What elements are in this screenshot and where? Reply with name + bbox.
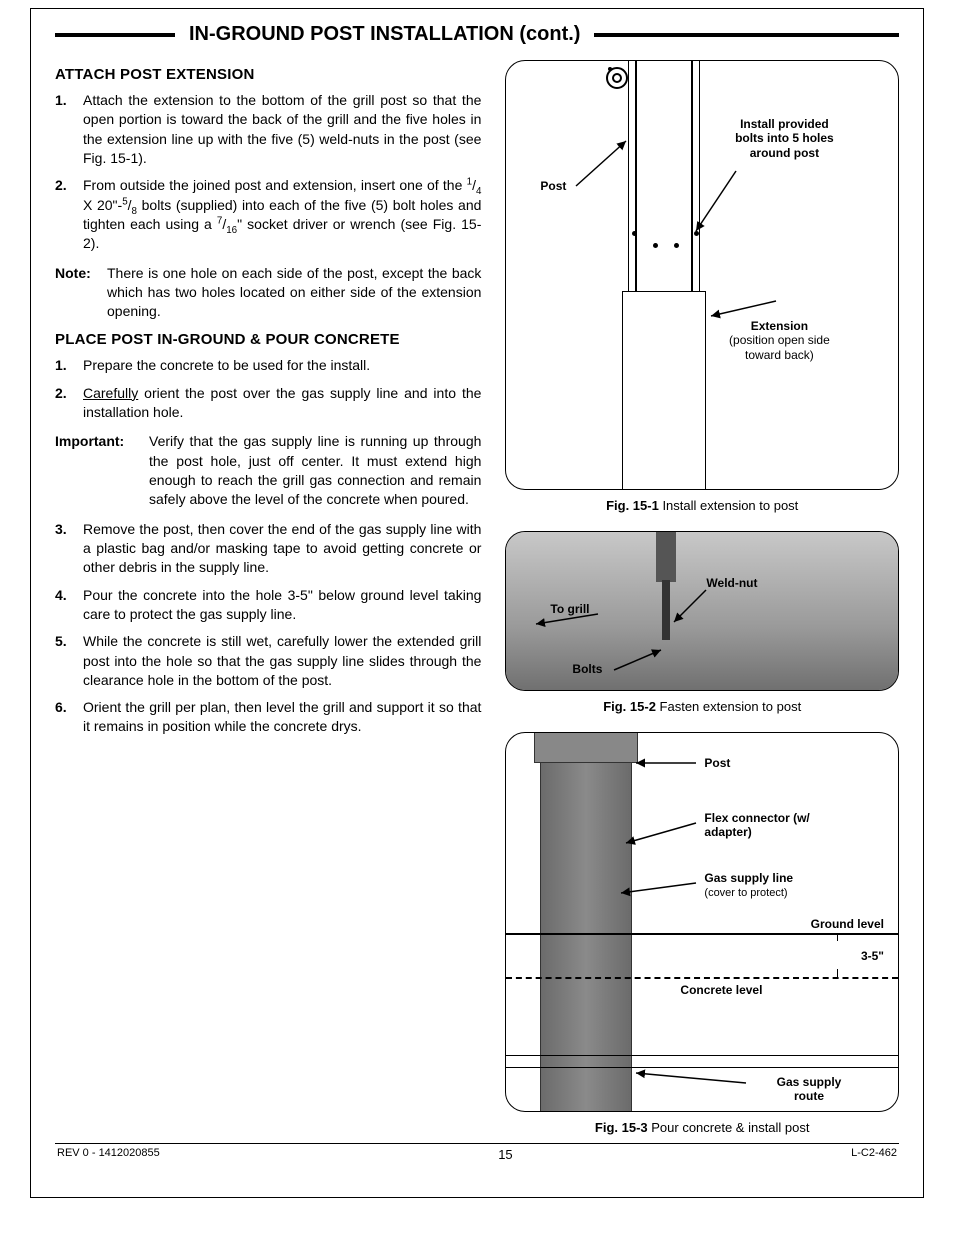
page-footer: REV 0 - 1412020855 15 L-C2-462 (55, 1143, 899, 1162)
step-b3: 3.Remove the post, then cover the end of… (55, 520, 481, 578)
fig1-post-label: Post (540, 179, 566, 193)
step-a2: 2.From outside the joined post and exten… (55, 176, 481, 253)
columns: ATTACH POST EXTENSION 1.Attach the exten… (55, 60, 899, 1139)
page-frame: IN-GROUND POST INSTALLATION (cont.) ATTA… (30, 8, 924, 1198)
fig3-post-label: Post (704, 756, 730, 770)
fig2-caption: Fig. 15-2 Fasten extension to post (505, 699, 899, 714)
note-row: Note: There is one hole on each side of … (55, 264, 481, 322)
footer-doc-id: L-C2-462 (851, 1147, 897, 1162)
right-column: Post Install provided bolts into 5 holes… (505, 60, 899, 1139)
footer-page-number: 15 (498, 1147, 512, 1162)
footer-rev: REV 0 - 1412020855 (57, 1147, 160, 1162)
step-a1: 1.Attach the extension to the bottom of … (55, 91, 481, 168)
fig3-caption: Fig. 15-3 Pour concrete & install post (505, 1120, 899, 1135)
fig2-weldnut: Weld-nut (706, 576, 757, 590)
note-text: There is one hole on each side of the po… (103, 264, 481, 322)
title-bar-right (594, 33, 899, 37)
page-title: IN-GROUND POST INSTALLATION (cont.) (189, 23, 580, 46)
fig1-install-label: Install provided bolts into 5 holes arou… (724, 117, 844, 160)
step-b2: 2.Carefully orient the post over the gas… (55, 384, 481, 423)
important-text: Verify that the gas supply line is runni… (145, 432, 481, 509)
fig3-concrete-label: Concrete level (680, 983, 762, 997)
step-b4: 4.Pour the concrete into the hole 3-5" b… (55, 586, 481, 625)
step-b6: 6.Orient the grill per plan, then level … (55, 698, 481, 737)
figure-15-1: Post Install provided bolts into 5 holes… (505, 60, 899, 490)
fig2-to-grill: To grill (550, 602, 589, 616)
step-b1: 1.Prepare the concrete to be used for th… (55, 356, 481, 375)
important-label: Important: (55, 432, 145, 509)
heading-place: PLACE POST IN-GROUND & POUR CONCRETE (55, 331, 481, 348)
fig3-route-label: Gas supply route (764, 1075, 854, 1104)
figure-15-3: Post Flex connector (w/ adapter) Gas sup… (505, 732, 899, 1112)
fig1-ext-label: Extension (position open side toward bac… (724, 319, 834, 362)
fig2-bolts: Bolts (572, 662, 602, 676)
fig3-ground-label: Ground level (811, 917, 884, 931)
step-b2-text: Carefully orient the post over the gas s… (83, 384, 481, 423)
note-label: Note: (55, 264, 103, 322)
left-column: ATTACH POST EXTENSION 1.Attach the exten… (55, 60, 481, 1139)
figure-15-2: To grill Weld-nut Bolts (505, 531, 899, 691)
fig3-flex-label: Flex connector (w/ adapter) (704, 811, 844, 840)
step-a2-text: From outside the joined post and extensi… (83, 176, 481, 253)
fig1-caption: Fig. 15-1 Install extension to post (505, 498, 899, 513)
title-row: IN-GROUND POST INSTALLATION (cont.) (55, 23, 899, 46)
fig3-depth-label: 3-5" (861, 949, 884, 963)
heading-attach: ATTACH POST EXTENSION (55, 66, 481, 83)
steps-place: 1.Prepare the concrete to be used for th… (55, 356, 481, 422)
step-b5: 5.While the concrete is still wet, caref… (55, 632, 481, 690)
fig3-gasline-label: Gas supply line (cover to protect) (704, 871, 864, 901)
important-row: Important: Verify that the gas supply li… (55, 432, 481, 509)
steps-place-cont: 3.Remove the post, then cover the end of… (55, 520, 481, 737)
steps-attach: 1.Attach the extension to the bottom of … (55, 91, 481, 254)
title-bar-left (55, 33, 175, 37)
